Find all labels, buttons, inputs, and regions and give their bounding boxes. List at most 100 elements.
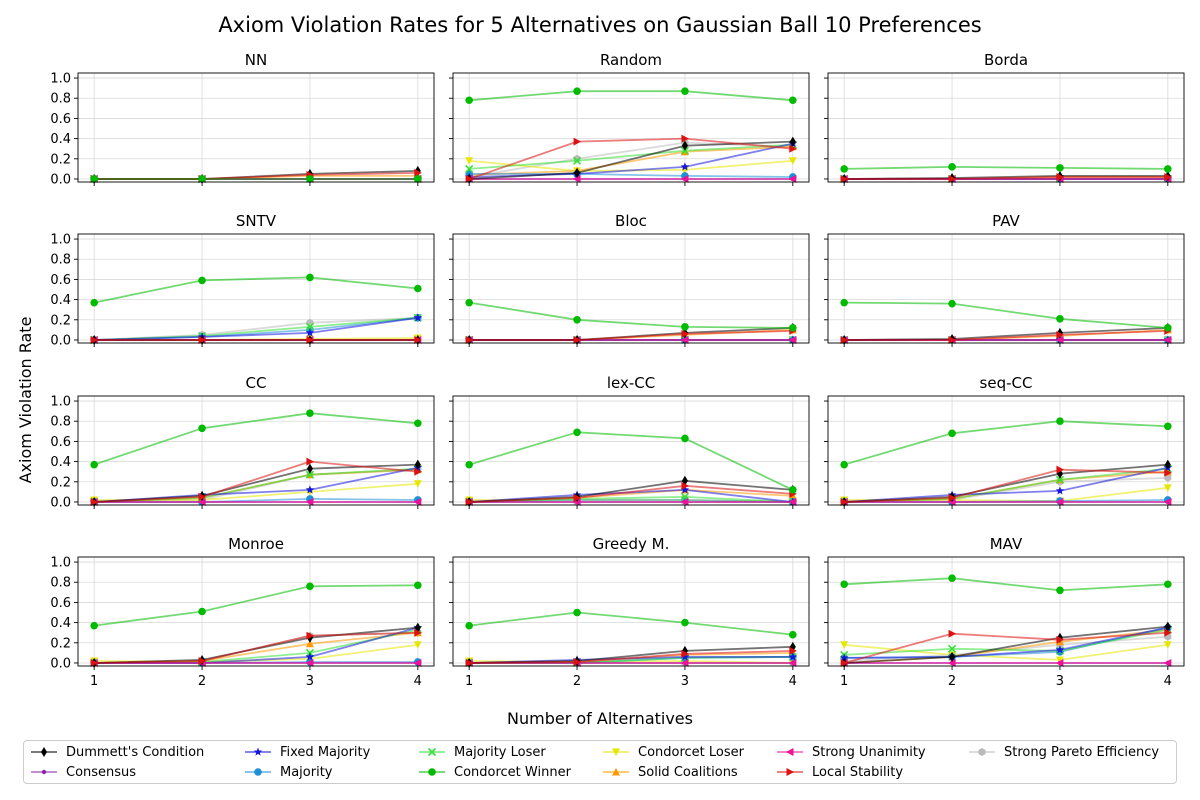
series-line-condorcet-winner xyxy=(469,611,793,636)
legend-marker xyxy=(612,768,620,776)
data-point-condorcet-winner xyxy=(306,273,314,282)
legend-swatch xyxy=(603,768,629,776)
data-point-fixed-majority xyxy=(839,653,849,662)
data-point-condorcet-winner xyxy=(789,96,797,105)
y-tick-label: 0.4 xyxy=(50,132,71,147)
data-point-local-stability xyxy=(681,134,689,143)
data-point-dummett-s-condition xyxy=(414,459,421,470)
data-point-condorcet-winner xyxy=(414,581,422,590)
legend-marker xyxy=(427,747,437,757)
legend-label: Strong Unanimity xyxy=(812,744,926,760)
data-point-strong-unanimity xyxy=(680,335,689,344)
data-point-local-stability xyxy=(681,329,689,338)
legend-marker xyxy=(41,747,47,757)
data-point-local-stability xyxy=(414,467,422,476)
data-point-strong-unanimity xyxy=(948,497,956,506)
data-point-local-stability xyxy=(306,457,314,466)
series-line-local-stability xyxy=(844,330,1168,341)
data-point-condorcet-winner xyxy=(306,175,314,183)
subplot: 1 2 3 4 Greedy M. xyxy=(449,535,810,689)
y-tick-label: 0.8 xyxy=(50,415,71,430)
x-tick-label: 3 xyxy=(306,674,314,689)
data-point-strong-unanimity xyxy=(305,658,314,667)
subplot-frame xyxy=(77,233,435,344)
data-point-condorcet-loser xyxy=(465,157,474,165)
y-tick-label: 0.6 xyxy=(50,435,71,450)
data-point-local-stability xyxy=(465,658,474,667)
y-tick-label: 1.0 xyxy=(50,556,71,571)
data-point-strong-unanimity xyxy=(1163,335,1172,344)
legend-marker xyxy=(428,768,436,776)
data-point-fixed-majority xyxy=(305,485,315,494)
data-point-local-stability xyxy=(198,656,207,665)
data-point-strong-unanimity xyxy=(1055,335,1064,344)
data-point-condorcet-winner xyxy=(681,323,689,331)
data-point-local-stability xyxy=(1164,172,1172,181)
legend-swatch xyxy=(777,748,803,756)
data-point-condorcet-winner xyxy=(465,621,473,630)
data-point-strong-unanimity xyxy=(788,497,797,506)
data-point-condorcet-loser xyxy=(788,157,797,165)
data-point-condorcet-loser xyxy=(840,641,849,649)
y-tick-label: 0.6 xyxy=(50,596,71,611)
data-point-condorcet-winner xyxy=(414,419,422,428)
legend-swatch xyxy=(31,769,57,775)
subplot-frame xyxy=(452,395,810,506)
legend-item-solid-coalitions: Solid Coalitions xyxy=(602,763,738,781)
legend-item-consensus: Consensus xyxy=(30,763,136,781)
data-point-fixed-majority xyxy=(788,652,798,661)
subplot-title: MAV xyxy=(990,535,1023,553)
legend-marker xyxy=(786,768,794,776)
y-tick-label: 0.2 xyxy=(50,152,71,167)
data-point-majority-loser xyxy=(465,164,474,173)
subplot: 0.0 0.2 0.4 0.6 0.8 1.0 SNTV xyxy=(50,212,435,348)
data-point-dummett-s-condition xyxy=(681,140,688,151)
legend-marker xyxy=(253,747,263,756)
y-tick-label: 0.6 xyxy=(50,273,71,288)
data-point-local-stability xyxy=(465,497,474,506)
data-point-local-stability xyxy=(948,629,957,638)
data-point-condorcet-loser xyxy=(1163,641,1172,649)
data-point-local-stability xyxy=(1056,330,1064,339)
legend-label: Fixed Majority xyxy=(280,744,371,760)
data-point-dummett-s-condition xyxy=(306,463,313,474)
data-point-condorcet-winner xyxy=(1056,417,1064,426)
y-tick-label: 1.0 xyxy=(50,395,71,410)
data-point-strong-unanimity xyxy=(1163,658,1172,667)
data-point-fixed-majority xyxy=(305,652,315,661)
legend-label: Local Stability xyxy=(812,764,904,780)
subplot-title: SNTV xyxy=(236,212,277,230)
data-point-condorcet-winner xyxy=(90,460,98,469)
data-point-local-stability xyxy=(573,137,582,146)
legend-swatch xyxy=(31,747,57,757)
series-line-local-stability xyxy=(468,137,793,180)
subplot-title: PAV xyxy=(992,212,1020,230)
legend-label: Condorcet Winner xyxy=(454,764,571,780)
data-point-local-stability xyxy=(90,497,99,506)
data-point-majority-loser xyxy=(1055,475,1065,484)
subplot-frame xyxy=(827,395,1185,506)
data-point-local-stability xyxy=(1164,468,1172,477)
data-point-strong-unanimity xyxy=(573,497,581,506)
series-line-dummett-s-condition xyxy=(844,625,1168,664)
data-point-local-stability xyxy=(573,335,582,344)
data-point-condorcet-winner xyxy=(90,175,98,183)
x-tick-label: 3 xyxy=(681,674,689,689)
series-line-majority-loser xyxy=(94,467,418,503)
subplot-frame xyxy=(452,556,810,667)
data-point-condorcet-winner xyxy=(465,460,473,469)
series-line-fixed-majority xyxy=(844,626,1168,659)
data-point-condorcet-winner xyxy=(198,175,206,183)
legend-label: Strong Pareto Efficiency xyxy=(1004,744,1160,760)
legend-item-strong-unanimity: Strong Unanimity xyxy=(776,743,926,761)
data-point-majority-loser xyxy=(947,644,957,653)
x-tick-label: 1 xyxy=(465,674,473,689)
y-tick-label: 0.2 xyxy=(50,636,71,651)
subplot-frame xyxy=(77,395,435,506)
series-line-majority xyxy=(469,172,793,178)
legend-item-strong-pareto-efficiency: Strong Pareto Efficiency xyxy=(968,743,1159,761)
x-tick-label: 4 xyxy=(1164,674,1172,689)
subplot-frame xyxy=(77,72,435,183)
data-point-strong-pareto-efficiency xyxy=(1164,473,1172,482)
series-line-condorcet-winner xyxy=(844,577,1168,592)
